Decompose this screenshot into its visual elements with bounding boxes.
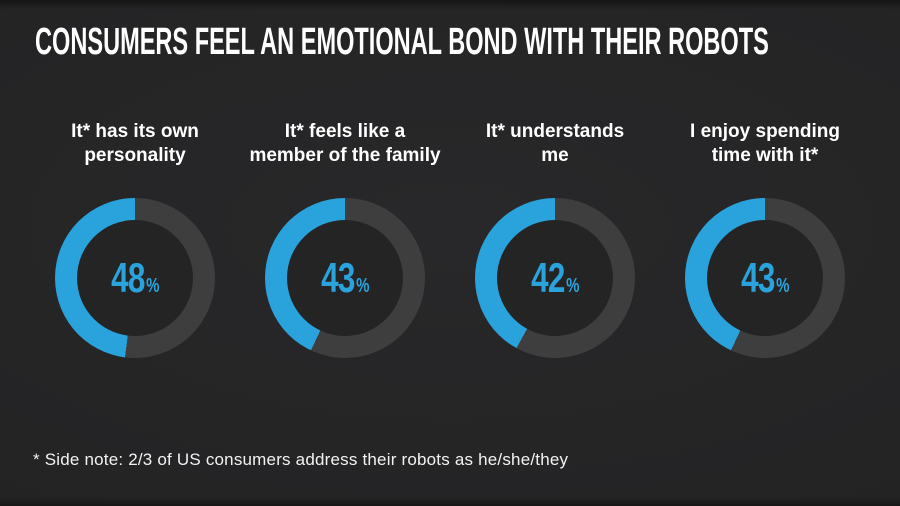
donut-value-group: 43% [741, 254, 789, 302]
stat-label-line2: member of the family [249, 145, 441, 166]
donut-chart: 43% [685, 198, 845, 358]
donut-chart: 42% [475, 198, 635, 358]
stat-label: It* feels like a member of the family [249, 120, 440, 168]
stat-label-line2: personality [84, 145, 186, 166]
donut-hole [287, 220, 403, 336]
stat-label: It* understands me [486, 120, 624, 168]
donut-hole [497, 220, 613, 336]
donut-value: 42% [475, 198, 635, 358]
donut-value-number: 43 [740, 254, 775, 301]
stat-label-line2: time with it* [711, 145, 819, 166]
donut-value-number: 43 [320, 254, 355, 301]
donut-grid: It* has its own personality 48% It* feel… [30, 120, 870, 358]
footnote: * Side note: 2/3 of US consumers address… [33, 450, 569, 469]
donut-value-group: 48% [111, 254, 159, 302]
donut-value: 43% [685, 198, 845, 358]
donut-value: 48% [55, 198, 215, 358]
stat-label: It* has its own personality [71, 120, 199, 168]
percent-sign: % [565, 275, 580, 297]
stat-column: I enjoy spending time with it* 43% [660, 120, 870, 358]
donut-value: 43% [265, 198, 425, 358]
donut-value-group: 42% [531, 254, 579, 302]
donut-hole [77, 220, 193, 336]
page-title: CONSUMERS FEEL AN EMOTIONAL BOND WITH TH… [35, 21, 769, 63]
stat-column: It* has its own personality 48% [30, 120, 240, 358]
percent-sign: % [355, 275, 370, 297]
percent-sign: % [145, 275, 160, 297]
stat-column: It* understands me 42% [450, 120, 660, 358]
donut-chart: 48% [55, 198, 215, 358]
percent-sign: % [775, 275, 790, 297]
stat-label-line1: It* feels like a [284, 121, 406, 142]
stat-label-line1: I enjoy spending [690, 121, 840, 142]
stat-label-line2: me [541, 145, 569, 166]
stat-label-line1: It* understands [485, 121, 625, 142]
stat-label-line1: It* has its own [71, 121, 199, 142]
donut-hole [707, 220, 823, 336]
donut-value-number: 42 [530, 254, 565, 301]
donut-value-group: 43% [321, 254, 369, 302]
stat-column: It* feels like a member of the family 43… [240, 120, 450, 358]
donut-chart: 43% [265, 198, 425, 358]
stat-label: I enjoy spending time with it* [690, 120, 840, 168]
donut-value-number: 48 [110, 254, 145, 301]
